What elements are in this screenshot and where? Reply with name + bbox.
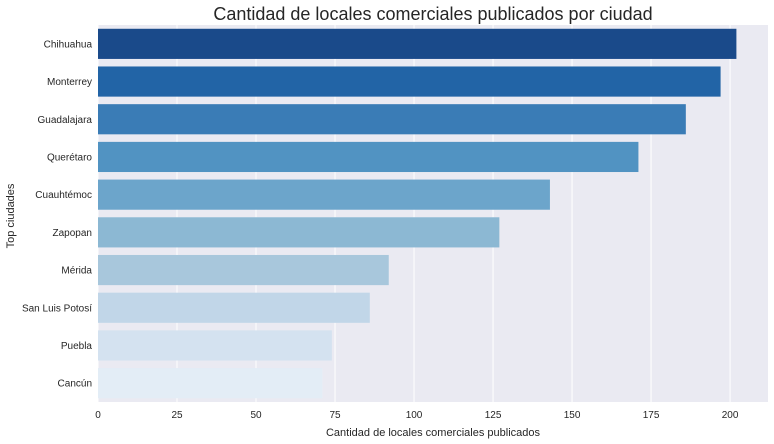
bar [98, 104, 686, 135]
x-tick-label: 100 [406, 410, 423, 421]
bar [98, 66, 721, 97]
y-tick-label: Querétaro [47, 152, 92, 163]
y-tick-label: Mérida [61, 266, 92, 277]
x-tick-label: 200 [722, 410, 739, 421]
y-tick-label: Zapopan [53, 228, 92, 239]
bar [98, 254, 389, 286]
bar [98, 368, 323, 399]
bar [98, 217, 500, 248]
x-tick-label: 0 [95, 410, 101, 421]
y-tick-label: Cuauhtémoc [35, 190, 92, 201]
bar [98, 179, 550, 210]
bar [98, 330, 332, 361]
bars [98, 28, 737, 399]
x-tick-label: 125 [485, 410, 502, 421]
x-tick-label: 25 [171, 410, 183, 421]
x-tick-label: 175 [643, 410, 660, 421]
chart-title: Cantidad de locales comerciales publicad… [213, 4, 652, 24]
y-tick-label: Puebla [61, 341, 93, 352]
y-tick-label: Monterrey [47, 77, 92, 88]
y-tick-label: Cancún [58, 379, 92, 390]
y-tick-label: Chihuahua [44, 39, 93, 50]
bar [98, 141, 639, 173]
x-axis-label: Cantidad de locales comerciales publicad… [326, 427, 541, 439]
y-tick-label: San Luis Potosí [22, 303, 92, 314]
y-axis-label: Top ciudades [5, 183, 17, 248]
x-tick-label: 150 [564, 410, 581, 421]
x-tick-label: 75 [329, 410, 341, 421]
y-tick-labels: Chihuahua Monterrey Guadalajara Querétaro Cu… [22, 39, 92, 389]
y-tick-label: Guadalajara [38, 115, 93, 126]
x-tick-labels: 0 25 50 75 100 125 150 175 200 [95, 410, 739, 421]
bar [98, 28, 737, 59]
x-tick-label: 50 [250, 410, 262, 421]
bar [98, 292, 370, 323]
